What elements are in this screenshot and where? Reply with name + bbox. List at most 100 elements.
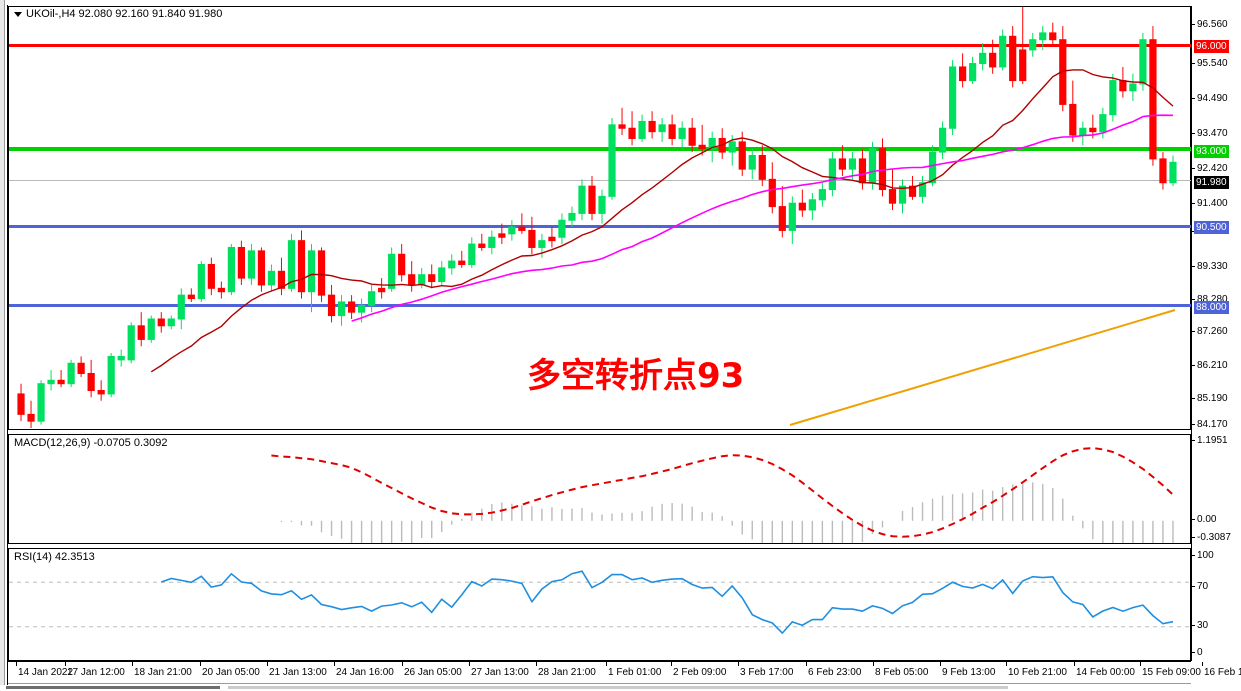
rsi-axis-label: 100	[1197, 550, 1214, 561]
axis-tick	[1191, 424, 1195, 425]
time-axis[interactable]: 14 Jan 2022 17 Jan 12:00 18 Jan 21:00 20 Ja…	[8, 661, 1241, 686]
axis-tick	[1191, 98, 1195, 99]
time-axis-label: 17 Jan 12:00	[67, 667, 125, 678]
rsi-axis-label: 0	[1197, 647, 1203, 658]
time-axis-label: 27 Jan 13:00	[471, 667, 529, 678]
axis-tick	[1191, 331, 1195, 332]
price-pane[interactable]	[8, 6, 1191, 430]
time-axis-tick	[16, 662, 17, 666]
support-line-90-5[interactable]	[9, 225, 1191, 228]
time-axis-tick	[267, 662, 268, 666]
price-axis-label: 85.190	[1197, 393, 1228, 404]
current-price-line	[9, 180, 1191, 181]
time-axis-tick	[65, 662, 66, 666]
time-axis-tick	[1202, 662, 1203, 666]
price-axis-label: 84.170	[1197, 419, 1228, 430]
window-inner-frame	[5, 5, 8, 685]
time-axis-label: 26 Jan 05:00	[404, 667, 462, 678]
time-axis-tick	[806, 662, 807, 666]
axis-tick	[1191, 365, 1195, 366]
price-axis-label: 88.280	[1197, 294, 1228, 305]
macd-axis-label: -0.3087	[1197, 532, 1231, 543]
axis-tick	[1191, 440, 1195, 441]
price-axis-label: 93.470	[1197, 128, 1228, 139]
window-left-frame	[0, 0, 5, 691]
rsi-series	[9, 570, 1191, 635]
time-axis-tick	[469, 662, 470, 666]
time-axis-label: 24 Jan 16:00	[336, 667, 394, 678]
horizontal-scrollbar-track[interactable]	[228, 686, 1008, 689]
axis-tick	[1191, 231, 1195, 232]
time-axis-label: 28 Jan 21:00	[538, 667, 596, 678]
time-axis-tick	[873, 662, 874, 666]
axis-tick	[1191, 625, 1195, 626]
time-axis-tick	[940, 662, 941, 666]
price-axis-label: 91.400	[1197, 198, 1228, 209]
axis-tick	[1191, 519, 1195, 520]
time-axis-label: 1 Feb 01:00	[608, 667, 662, 678]
rsi-axis-label: 30	[1197, 620, 1209, 631]
time-axis-tick	[738, 662, 739, 666]
price-pane-title-text: UKOil-,H4 92.080 92.160 91.840 91.980	[26, 8, 223, 20]
candlestick-series	[17, 7, 1177, 428]
price-pane-title: UKOil-,H4 92.080 92.160 91.840 91.980	[14, 8, 222, 20]
axis-tick	[1191, 203, 1195, 204]
time-axis-label: 16 Feb 17:00	[1204, 667, 1241, 678]
price-axis-label: 86.210	[1197, 360, 1228, 371]
axis-tick	[1191, 537, 1195, 538]
time-axis-label: 14 Jan 2022	[18, 667, 74, 678]
price-axis-label: 96.560	[1197, 19, 1228, 30]
time-axis-tick	[402, 662, 403, 666]
axis-tick	[1191, 24, 1195, 25]
axis-tick	[1191, 398, 1195, 399]
time-axis-tick	[334, 662, 335, 666]
time-axis-tick	[1006, 662, 1007, 666]
time-axis-tick	[1140, 662, 1141, 666]
price-axis-label: 95.540	[1197, 58, 1228, 69]
axis-tick	[1191, 168, 1195, 169]
pivot-line-93[interactable]	[9, 147, 1191, 151]
price-axis-label[interactable]: 91.980	[1194, 176, 1229, 189]
time-axis-label: 14 Feb 00:00	[1076, 667, 1135, 678]
price-axis-label[interactable]: 88.000	[1194, 301, 1229, 314]
time-axis-label: 6 Feb 23:00	[808, 667, 862, 678]
macd-axis-label: 0.00	[1197, 514, 1217, 525]
axis-tick	[1191, 586, 1195, 587]
time-axis-label: 9 Feb 13:00	[942, 667, 996, 678]
horizontal-scrollbar-thumb[interactable]	[6, 686, 220, 689]
time-axis-tick	[671, 662, 672, 666]
triangle-down-icon[interactable]	[14, 11, 22, 17]
price-axis-label: 92.420	[1197, 163, 1228, 174]
rsi-pane-title: RSI(14) 42.3513	[14, 551, 95, 563]
rsi-pane[interactable]	[8, 548, 1191, 661]
chart-annotation-text: 多空转折点93	[527, 356, 745, 396]
axis-tick	[1191, 63, 1195, 64]
axis-tick	[1191, 133, 1195, 134]
time-axis-tick	[132, 662, 133, 666]
axis-tick	[1191, 652, 1195, 653]
axis-tick	[1191, 266, 1195, 267]
time-axis-label: 21 Jan 13:00	[269, 667, 327, 678]
macd-series	[271, 447, 1174, 543]
macd-axis-label: 1.1951	[1197, 435, 1228, 446]
time-axis-label: 15 Feb 09:00	[1142, 667, 1201, 678]
axis-tick	[1191, 299, 1195, 300]
macd-pane-title: MACD(12,26,9) -0.0705 0.3092	[14, 437, 168, 449]
price-axis-label[interactable]: 90.500	[1194, 221, 1229, 234]
price-axis-label: 94.490	[1197, 93, 1228, 104]
support-line-88[interactable]	[9, 304, 1191, 307]
time-axis-label: 2 Feb 09:00	[673, 667, 727, 678]
axis-tick	[1191, 555, 1195, 556]
resistance-line-96[interactable]	[9, 44, 1191, 47]
time-axis-tick	[200, 662, 201, 666]
time-axis-tick	[1074, 662, 1075, 666]
price-axis-line	[1191, 6, 1192, 661]
price-axis-label[interactable]: 96.000	[1194, 40, 1229, 53]
time-axis-tick	[606, 662, 607, 666]
time-axis-label: 20 Jan 05:00	[202, 667, 260, 678]
price-axis-label[interactable]: 93.000	[1194, 145, 1229, 158]
time-axis-label: 10 Feb 21:00	[1008, 667, 1067, 678]
macd-pane[interactable]	[8, 434, 1191, 544]
time-axis-baseline	[8, 683, 1191, 684]
